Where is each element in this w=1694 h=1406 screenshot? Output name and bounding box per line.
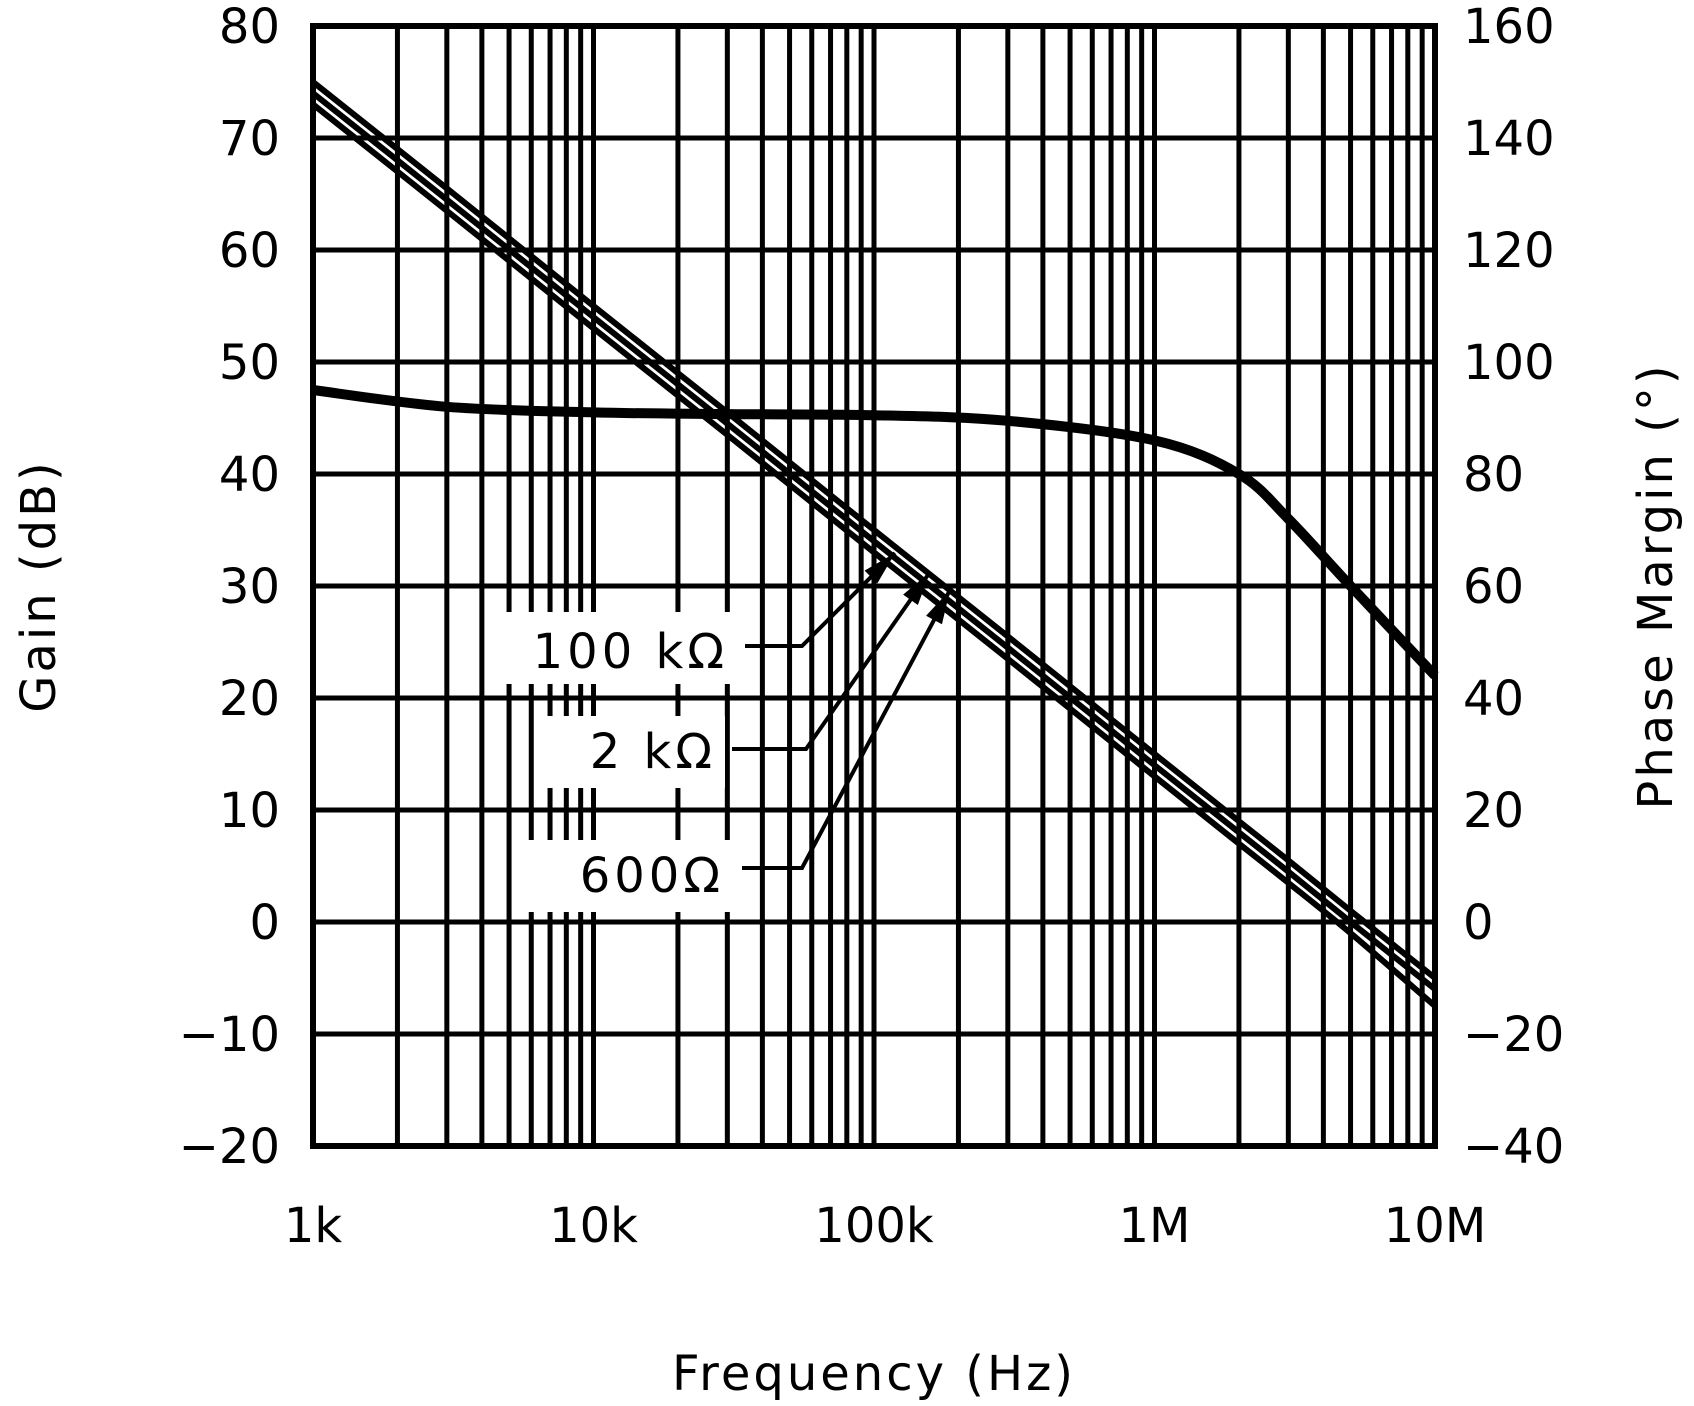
y-tick-label: 60 <box>219 223 280 279</box>
y2-tick-label: −40 <box>1463 1119 1564 1175</box>
x-axis-title: Frequency (Hz) <box>672 1346 1076 1402</box>
y2-tick-label: 80 <box>1463 447 1524 503</box>
grid-lines <box>313 26 1435 1146</box>
annotation-600-label: 600Ω <box>580 848 724 904</box>
y-tick-label: −20 <box>179 1119 280 1175</box>
gain-curve <box>311 79 1437 981</box>
data-curves <box>311 79 1439 1009</box>
leader-line <box>742 589 952 870</box>
y-tick-label: 30 <box>219 559 280 615</box>
label-mask <box>505 612 735 684</box>
gain-curve <box>311 102 1437 1009</box>
annotation-leaders <box>732 551 952 870</box>
y-axis-ticks: 80 70 60 50 40 30 20 10 0 −10 −20 <box>179 0 280 1175</box>
annotation-2k-label: 2 kΩ <box>590 724 716 780</box>
y-tick-label: 80 <box>219 0 280 55</box>
x-axis-ticks: 1k 10k 100k 1M 10M <box>284 1198 1486 1254</box>
gain-curve <box>311 90 1437 992</box>
arrow-head-icon <box>903 572 930 606</box>
annotation-100k-label: 100 kΩ <box>533 624 728 680</box>
x-tick-label: 10M <box>1384 1198 1487 1254</box>
y2-tick-label: 0 <box>1463 895 1494 951</box>
y-tick-label: 0 <box>249 895 280 951</box>
leader-line <box>732 570 932 751</box>
label-masks <box>505 612 735 912</box>
label-mask <box>545 716 725 788</box>
x-tick-label: 10k <box>549 1198 638 1254</box>
y-tick-label: 70 <box>219 111 280 167</box>
y-tick-label: 10 <box>219 783 280 839</box>
y2-tick-label: 140 <box>1463 111 1555 167</box>
y2-tick-label: 20 <box>1463 783 1524 839</box>
leader-line <box>745 551 897 648</box>
y-tick-label: 20 <box>219 671 280 727</box>
x-tick-label: 1M <box>1119 1198 1191 1254</box>
y2-tick-label: 60 <box>1463 559 1524 615</box>
label-mask <box>525 840 730 912</box>
plot-frame <box>310 23 1438 1149</box>
y2-axis-ticks: 160 140 120 100 80 60 40 20 0 −20 −40 <box>1463 0 1564 1175</box>
arrow-head-icon <box>926 590 950 625</box>
phase-margin-curve <box>312 385 1439 680</box>
y2-tick-label: 160 <box>1463 0 1555 55</box>
y2-axis-title: Phase Margin (°) <box>1628 362 1684 809</box>
y-tick-label: −10 <box>179 1007 280 1063</box>
x-tick-label: 1k <box>284 1198 343 1254</box>
y-tick-label: 40 <box>219 447 280 503</box>
y-axis-title: Gain (dB) <box>11 459 67 712</box>
x-tick-label: 100k <box>814 1198 934 1254</box>
arrow-head-icon <box>864 553 895 584</box>
y2-tick-label: −20 <box>1463 1007 1564 1063</box>
y2-tick-label: 40 <box>1463 671 1524 727</box>
y-tick-label: 50 <box>219 335 280 391</box>
y2-tick-label: 120 <box>1463 223 1555 279</box>
y2-tick-label: 100 <box>1463 335 1555 391</box>
